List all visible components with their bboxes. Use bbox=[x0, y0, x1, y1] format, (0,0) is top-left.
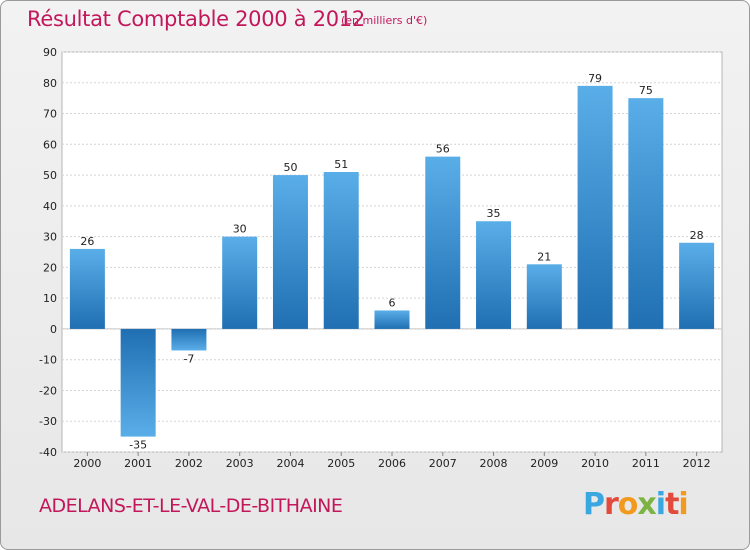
x-axis: 2000 2001 2002 2003 2004 2005 2006 2007 2008 2009… bbox=[73, 452, 711, 470]
y-tick-label: 20 bbox=[43, 261, 57, 274]
y-tick-label: 60 bbox=[43, 138, 57, 151]
y-tick-label: 40 bbox=[43, 200, 57, 213]
chart-subtitle: (en milliers d'€) bbox=[341, 14, 428, 27]
data-label-2005: 51 bbox=[334, 158, 348, 171]
logo-letter: t bbox=[665, 487, 679, 522]
x-tick-label-2011: 2011 bbox=[632, 457, 660, 470]
x-tick-label-2006: 2006 bbox=[378, 457, 406, 470]
plot-area bbox=[61, 51, 723, 453]
logo-letter: i bbox=[655, 487, 666, 522]
y-tick-label: 80 bbox=[43, 77, 57, 90]
data-label-2011: 75 bbox=[639, 84, 653, 97]
x-tick-label-2003: 2003 bbox=[226, 457, 254, 470]
y-tick-label: -10 bbox=[39, 354, 57, 367]
data-label-2002: -7 bbox=[183, 352, 194, 365]
logo-letter: x bbox=[637, 487, 656, 522]
data-label-2010: 79 bbox=[588, 72, 602, 85]
bar-2009 bbox=[526, 264, 562, 329]
x-tick-label-2005: 2005 bbox=[327, 457, 355, 470]
data-label-2009: 21 bbox=[537, 250, 551, 263]
bar-2007 bbox=[425, 156, 461, 329]
logo-letter: i bbox=[678, 487, 688, 522]
bar-2008 bbox=[476, 221, 512, 329]
logo-letter: o bbox=[617, 487, 639, 522]
data-label-2003: 30 bbox=[233, 223, 247, 236]
y-axis: 90 80 70 60 50 40 30 20 10 0 -10 -20 -30 -40 bbox=[39, 46, 57, 459]
y-tick-label: 0 bbox=[50, 323, 57, 336]
y-tick-label: 30 bbox=[43, 231, 57, 244]
data-labels: 26 -35 -7 30 50 51 6 56 35 21 79 75 28 bbox=[80, 72, 703, 452]
bars bbox=[69, 85, 715, 437]
y-tick-label: 50 bbox=[43, 169, 57, 182]
bar-2010 bbox=[577, 85, 613, 329]
y-tick-label: 70 bbox=[43, 108, 57, 121]
place-name: ADELANS-ET-LE-VAL-DE-BITHAINE bbox=[39, 495, 343, 517]
logo-letter: P bbox=[583, 487, 605, 522]
y-tick-label: -30 bbox=[39, 415, 57, 428]
x-tick-label-2009: 2009 bbox=[530, 457, 558, 470]
bar-2003 bbox=[222, 236, 258, 329]
x-tick-label-2008: 2008 bbox=[480, 457, 508, 470]
y-tick-label: 90 bbox=[43, 46, 57, 59]
bar-2000 bbox=[69, 248, 105, 329]
data-label-2006: 6 bbox=[389, 296, 396, 309]
data-label-2001: -35 bbox=[129, 439, 147, 452]
data-label-2007: 56 bbox=[436, 143, 450, 156]
x-tick-label-2012: 2012 bbox=[683, 457, 711, 470]
x-tick-label-2002: 2002 bbox=[175, 457, 203, 470]
x-tick-label-2001: 2001 bbox=[124, 457, 152, 470]
bar-2006 bbox=[374, 310, 410, 329]
x-tick-label-2010: 2010 bbox=[581, 457, 609, 470]
bar-2012 bbox=[679, 242, 715, 329]
bar-2011 bbox=[628, 98, 664, 329]
proxiti-logo[interactable]: Proxiti bbox=[583, 487, 689, 522]
logo-letter: r bbox=[604, 487, 619, 522]
bar-2004 bbox=[272, 175, 308, 329]
data-label-2008: 35 bbox=[487, 207, 501, 220]
x-tick-label-2004: 2004 bbox=[276, 457, 304, 470]
y-tick-label: 10 bbox=[43, 292, 57, 305]
y-tick-label: -20 bbox=[39, 384, 57, 397]
x-tick-label-2000: 2000 bbox=[73, 457, 101, 470]
data-label-2000: 26 bbox=[80, 235, 94, 248]
chart-title: Résultat Comptable 2000 à 2012 bbox=[27, 7, 365, 31]
bar-2002 bbox=[171, 328, 207, 351]
data-label-2012: 28 bbox=[690, 229, 704, 242]
bar-2001 bbox=[120, 328, 156, 437]
data-label-2004: 50 bbox=[283, 161, 297, 174]
y-tick-label: -40 bbox=[39, 446, 57, 459]
bar-2005 bbox=[323, 172, 359, 329]
x-tick-label-2007: 2007 bbox=[429, 457, 457, 470]
